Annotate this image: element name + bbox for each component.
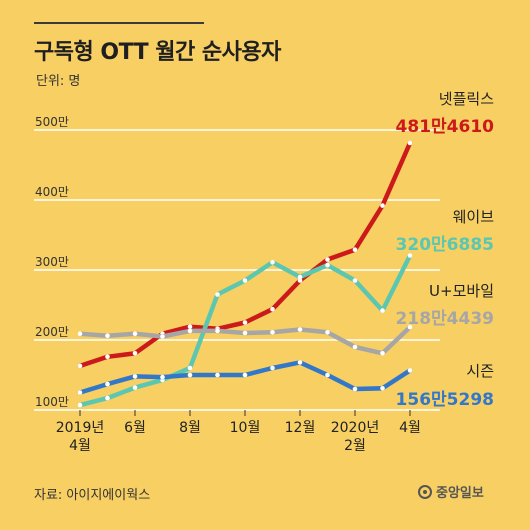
data-point: [298, 360, 303, 365]
data-point: [243, 373, 248, 378]
data-point: [353, 278, 358, 283]
x-tick-label: 4월: [69, 438, 91, 454]
y-tick-label: 100만: [35, 395, 69, 409]
data-point: [78, 403, 83, 408]
data-point: [270, 366, 275, 371]
data-point: [105, 334, 110, 339]
data-point: [188, 324, 193, 329]
x-tick-label: 12월: [285, 420, 316, 436]
source-label: 자료: 아이지에이웍스: [34, 484, 150, 503]
data-point: [408, 368, 413, 373]
series-line: [80, 256, 410, 406]
data-point: [105, 382, 110, 387]
data-point: [380, 351, 385, 356]
x-tick-label: 2019년: [56, 420, 105, 436]
data-point: [243, 278, 248, 283]
series-value-label: 481만4610: [396, 117, 495, 137]
x-tick-label: 2020년: [331, 420, 380, 436]
data-point: [188, 366, 193, 371]
x-tick-label: 4월: [399, 420, 421, 436]
data-point: [325, 257, 330, 262]
publisher-logo: 중앙일보: [418, 482, 484, 501]
data-point: [380, 386, 385, 391]
data-point: [133, 385, 138, 390]
y-tick-label: 200만: [35, 325, 69, 339]
data-point: [325, 263, 330, 268]
data-point: [215, 292, 220, 297]
data-point: [105, 396, 110, 401]
logo-text: 중앙일보: [436, 482, 484, 501]
data-point: [78, 331, 83, 336]
x-tick-label: 2월: [344, 438, 366, 454]
series-value-label: 320만6885: [396, 235, 494, 255]
y-tick-label: 400만: [35, 185, 69, 199]
data-point: [188, 373, 193, 378]
data-point: [78, 364, 83, 369]
series-name-label: 넷플릭스: [439, 90, 494, 108]
data-point: [78, 390, 83, 395]
series-name-label: 웨이브: [453, 208, 495, 226]
data-point: [353, 247, 358, 252]
data-point: [243, 320, 248, 325]
y-tick-label: 300만: [35, 255, 69, 269]
series-name-label: 시즌: [466, 362, 494, 380]
data-point: [380, 203, 385, 208]
y-tick-label: 500만: [35, 115, 69, 129]
data-point: [353, 387, 358, 392]
data-point: [133, 374, 138, 379]
data-point: [188, 329, 193, 334]
logo-circle-icon: [418, 485, 432, 499]
data-point: [133, 351, 138, 356]
data-point: [270, 307, 275, 312]
data-point: [353, 345, 358, 350]
data-point: [380, 308, 385, 313]
x-tick-label: 10월: [230, 420, 261, 436]
data-point: [270, 330, 275, 335]
series-value-label: 218만4439: [396, 309, 494, 329]
data-point: [160, 334, 165, 339]
data-point: [298, 275, 303, 280]
data-point: [243, 331, 248, 336]
series-value-label: 156만5298: [396, 390, 494, 410]
x-tick-label: 6월: [124, 420, 146, 436]
data-point: [408, 141, 413, 146]
data-point: [215, 329, 220, 334]
x-tick-label: 8월: [179, 420, 201, 436]
data-point: [105, 355, 110, 360]
data-point: [298, 327, 303, 332]
data-point: [160, 375, 165, 380]
data-point: [133, 331, 138, 336]
series-name-label: U+모바일: [429, 282, 494, 300]
data-point: [215, 373, 220, 378]
data-point: [270, 260, 275, 265]
data-point: [325, 330, 330, 335]
data-point: [325, 373, 330, 378]
